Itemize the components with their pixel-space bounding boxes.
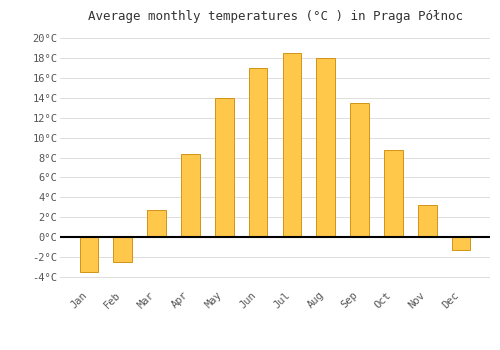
Title: Average monthly temperatures (°C ) in Praga Północ: Average monthly temperatures (°C ) in Pr… [88,10,462,23]
Bar [80,237,98,272]
Bar [384,149,403,237]
Bar [418,205,436,237]
Bar [147,210,166,237]
Bar [114,237,132,262]
Bar [350,103,369,237]
Bar [249,68,268,237]
Bar [316,58,335,237]
Bar [282,53,301,237]
Bar [181,154,200,237]
Bar [215,98,234,237]
Bar [452,237,470,250]
